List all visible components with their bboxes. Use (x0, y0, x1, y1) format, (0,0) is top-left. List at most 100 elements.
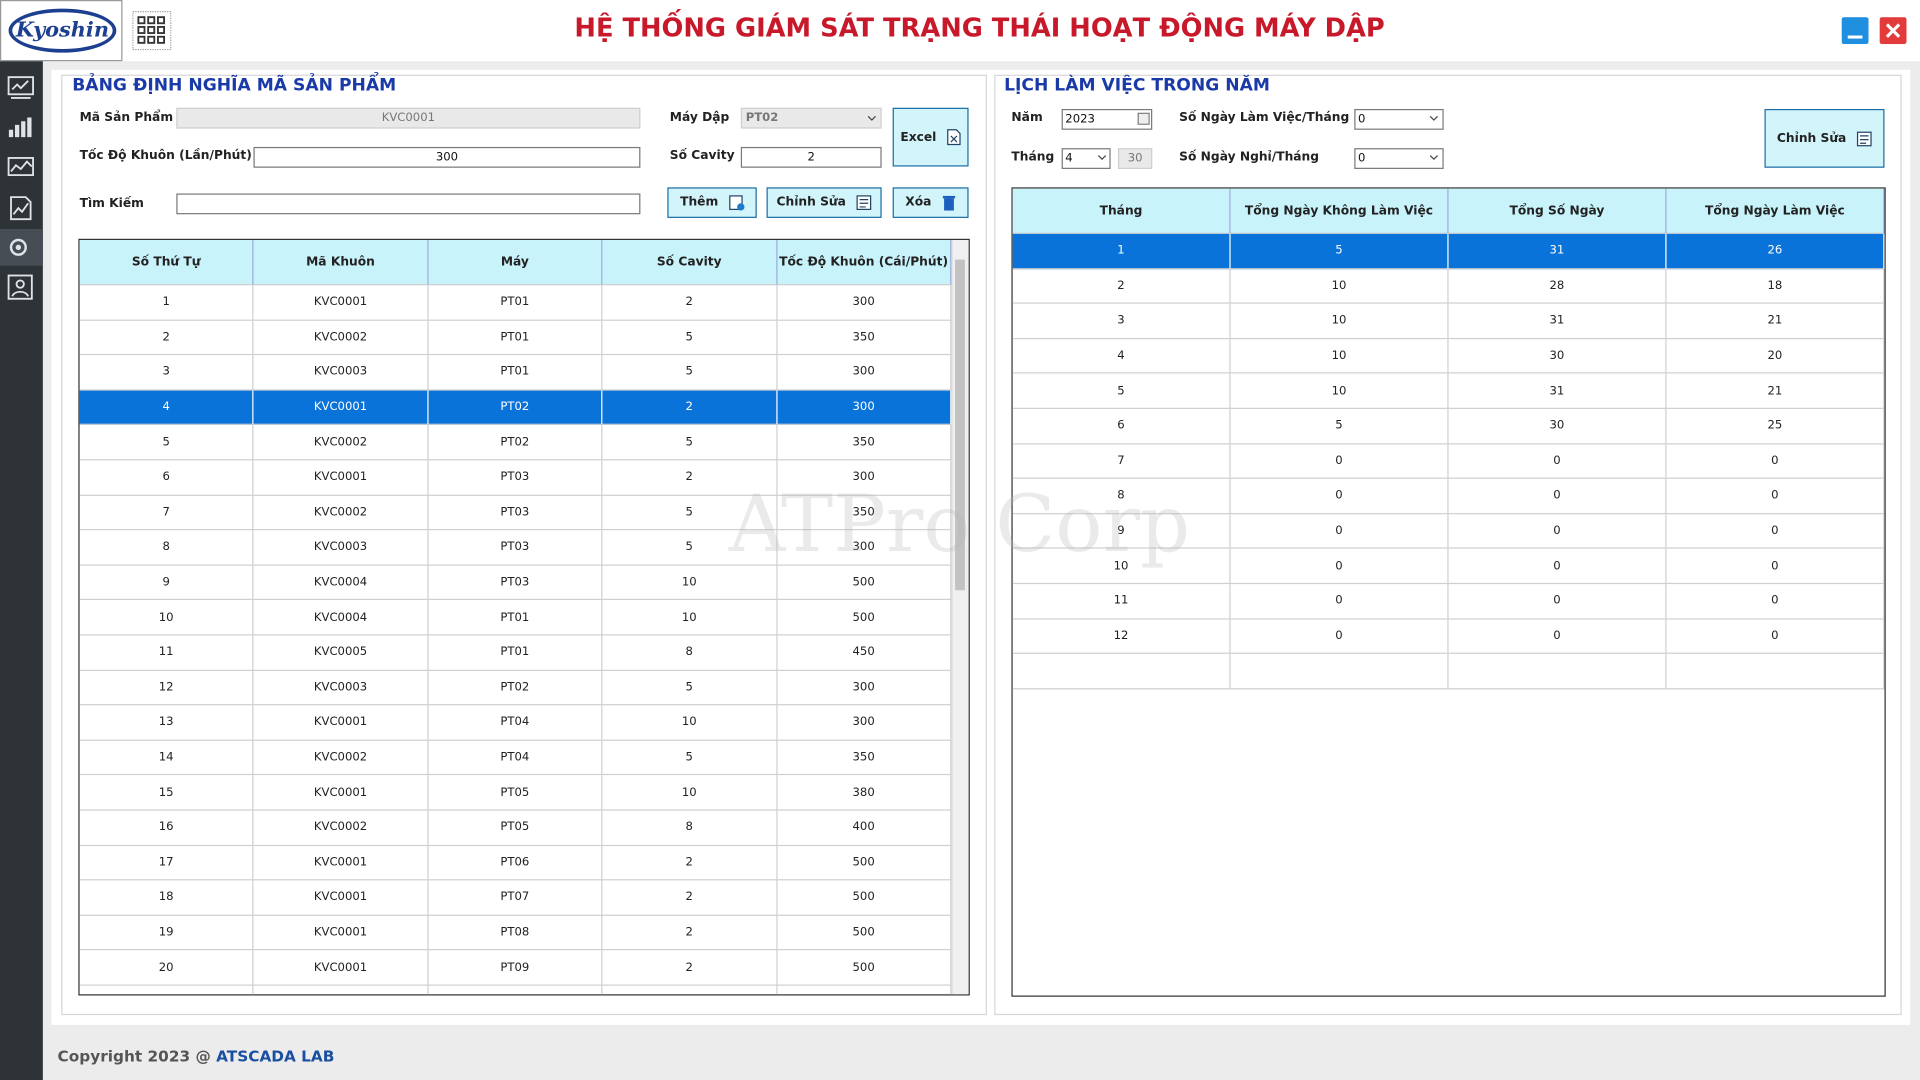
table-cell: 2 (602, 880, 778, 916)
table-cell: PT09 (428, 950, 603, 986)
table-cell: KVC0003 (253, 355, 429, 391)
table-cell: 500 (777, 915, 952, 951)
table-cell: PT03 (428, 495, 603, 531)
table-cell: 1 (1012, 233, 1231, 269)
search-input[interactable] (176, 193, 641, 215)
field-label: Năm (1011, 111, 1043, 125)
button-label: Excel (900, 130, 937, 144)
empty-cell (603, 985, 778, 995)
table-cell: 5 (1012, 373, 1231, 409)
table-cell: KVC0001 (253, 285, 429, 321)
column-header: Số Thứ Tự (79, 240, 254, 286)
cavity-input[interactable]: 2 (740, 146, 882, 168)
column-header: Tốc Độ Khuôn (Cái/Phút) (777, 240, 952, 286)
table-cell: KVC0004 (253, 600, 429, 636)
table-cell: KVC0001 (253, 950, 429, 986)
table-cell: 0 (1666, 619, 1885, 655)
table-cell: PT02 (428, 390, 603, 426)
table-cell: 15 (79, 775, 254, 811)
table-cell: 16 (79, 810, 254, 846)
icon (942, 195, 955, 211)
table-cell: 7 (1012, 443, 1231, 480)
table-cell: 31 (1448, 373, 1667, 409)
table-cell: 300 (777, 670, 952, 706)
copyright: Copyright 2023 @ (57, 1046, 211, 1066)
table-cell: 20 (1666, 338, 1885, 374)
table-cell: KVC0004 (253, 565, 429, 601)
table-cell: 300 (777, 460, 952, 496)
field-label: Số Cavity (669, 149, 735, 163)
table-cell: 5 (602, 355, 778, 391)
sidebar-icons[interactable] (0, 67, 43, 312)
table-cell: PT01 (428, 635, 603, 671)
table-cell: PT01 (428, 285, 603, 321)
year-input[interactable]: 2023 (1061, 108, 1153, 130)
close-button[interactable] (1879, 17, 1907, 45)
table-cell: KVC0001 (253, 915, 429, 951)
table-cell: 21 (1666, 303, 1885, 339)
calendar-icon[interactable] (1137, 112, 1150, 125)
working-days-select[interactable]: 0 (1354, 108, 1444, 130)
empty-cell (1230, 654, 1449, 690)
column-header: Tổng Số Ngày (1448, 188, 1667, 234)
table-cell: KVC0005 (253, 635, 429, 671)
icon (856, 195, 872, 211)
button-label: Xóa (905, 195, 932, 210)
empty-cell (777, 985, 952, 995)
table-cell: 5 (602, 740, 778, 776)
table-cell: 500 (777, 565, 952, 601)
edit-button[interactable]: Chỉnh Sửa (766, 187, 882, 218)
table-cell: 300 (777, 355, 952, 391)
table-cell: 30 (1448, 408, 1667, 444)
table-cell: 10 (1230, 373, 1449, 409)
table-cell: KVC0001 (253, 390, 429, 426)
minimize-button[interactable] (1841, 17, 1869, 45)
table-cell: KVC0001 (253, 880, 429, 916)
table-cell: 6 (1012, 408, 1231, 444)
delete-button[interactable]: Xóa (892, 187, 969, 218)
month-select[interactable]: 4 (1061, 148, 1111, 169)
table-cell: KVC0002 (253, 425, 429, 461)
column-header: Tổng Ngày Làm Việc (1666, 188, 1885, 234)
table-cell: 2 (602, 845, 778, 881)
calendar-table: Tháng Tổng Ngày Không Làm Việc Tổng Số Ngà… (1011, 187, 1886, 997)
table-cell: 5 (1230, 408, 1449, 444)
excel-button[interactable]: Excel (892, 107, 969, 167)
table-cell: 3 (79, 355, 254, 391)
table-cell: 5 (79, 425, 254, 461)
icon (946, 129, 961, 146)
table-cell: PT04 (428, 740, 603, 776)
calendar-edit-button[interactable]: Chỉnh Sửa (1764, 108, 1885, 168)
table-cell: 5 (602, 495, 778, 531)
table-cell: 5 (602, 425, 778, 461)
table-cell: 2 (602, 460, 778, 496)
table-cell: 8 (602, 810, 778, 846)
apps-icon[interactable] (132, 11, 172, 51)
panel-title: BẢNG ĐỊNH NGHĨA MÃ SẢN PHẨM (69, 75, 399, 96)
days-off-select[interactable]: 0 (1354, 148, 1444, 169)
footer: Copyright 2023 @ ATSCADA LAB (58, 1047, 335, 1065)
product-panel (61, 74, 987, 1016)
table-cell: 0 (1666, 443, 1885, 480)
field-label: Số Ngày Làm Việc/Tháng (1179, 111, 1350, 125)
footer-brand: ATSCADA LAB (216, 1046, 335, 1066)
table-cell: 400 (777, 810, 952, 846)
speed-input[interactable]: 300 (253, 146, 641, 168)
product-code-input: KVC0001 (176, 107, 641, 129)
table-cell: KVC0001 (253, 845, 429, 881)
table-cell: 300 (777, 390, 952, 426)
icon (728, 195, 744, 211)
table-cell: KVC0002 (253, 810, 429, 846)
logo: Kyoshin (8, 8, 117, 53)
table-cell: 20 (79, 950, 254, 986)
table-cell: 8 (602, 635, 778, 671)
empty-cell (254, 985, 429, 995)
table-cell: 500 (777, 880, 952, 916)
table-cell: 10 (602, 565, 778, 601)
table-cell: 21 (1666, 373, 1885, 409)
add-button[interactable]: Thêm (667, 187, 757, 218)
empty-cell (1012, 654, 1231, 690)
button-label: Chỉnh Sửa (1776, 131, 1847, 146)
table-cell: KVC0001 (253, 775, 429, 811)
table-cell: 0 (1448, 479, 1667, 515)
